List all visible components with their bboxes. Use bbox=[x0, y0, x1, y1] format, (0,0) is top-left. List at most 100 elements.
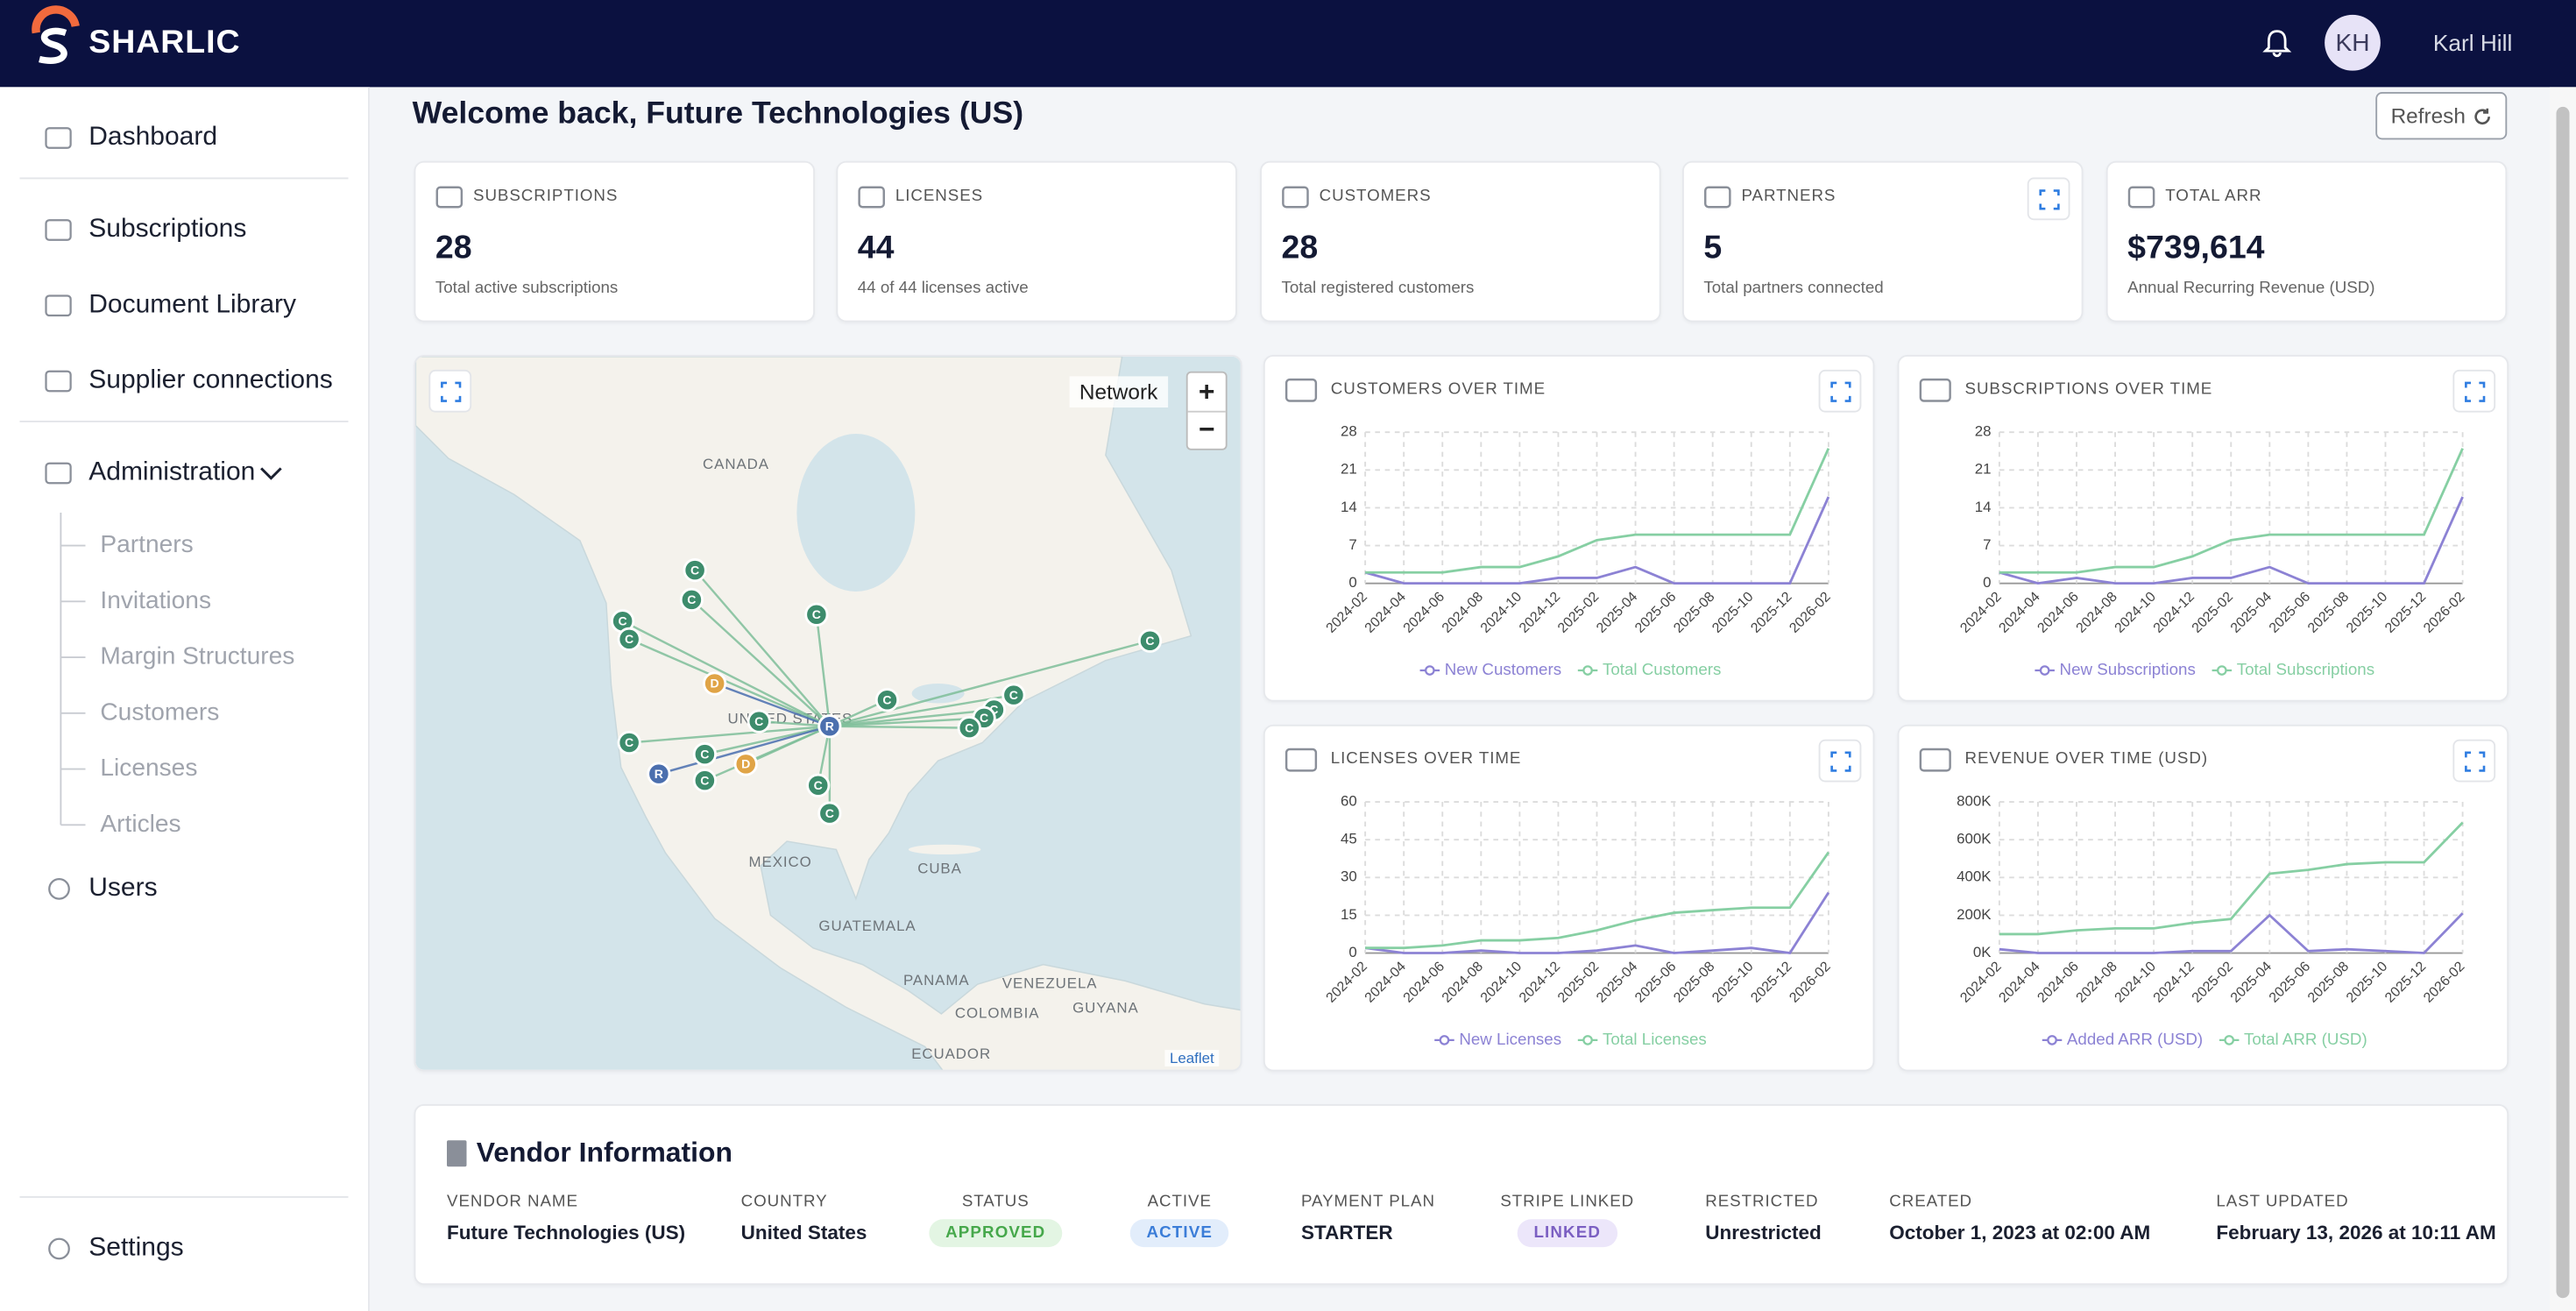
map-marker[interactable] bbox=[804, 602, 829, 627]
zoom-out[interactable]: − bbox=[1198, 414, 1215, 446]
expand-icon bbox=[441, 381, 462, 402]
kpi-note: 44 of 44 licenses active bbox=[857, 279, 1029, 298]
legend-label[interactable]: New Subscriptions bbox=[2060, 660, 2196, 678]
nav-item[interactable]: Administration bbox=[88, 458, 256, 486]
map-marker[interactable] bbox=[683, 558, 707, 583]
layer-label[interactable]: Network bbox=[1069, 376, 1168, 407]
chart-title: CUSTOMERS OVER TIME bbox=[1331, 379, 1546, 397]
map-marker[interactable] bbox=[617, 730, 641, 755]
legend-label[interactable]: Total Customers bbox=[1603, 660, 1721, 678]
map-marker[interactable] bbox=[806, 773, 831, 797]
icon-shape bbox=[858, 186, 885, 209]
refresh-label: Refresh bbox=[2390, 103, 2466, 129]
map-marker[interactable] bbox=[747, 709, 771, 733]
marker-label: C bbox=[619, 613, 627, 627]
x-tick-label: 2025-08 bbox=[1671, 589, 1717, 635]
map-marker[interactable] bbox=[679, 587, 704, 612]
expand-icon bbox=[1830, 381, 1851, 402]
expand-button[interactable] bbox=[2452, 369, 2496, 413]
place-label: GUYANA bbox=[1072, 1000, 1139, 1017]
field-value: Unrestricted bbox=[1705, 1221, 1822, 1244]
legend-label[interactable]: Total Licenses bbox=[1603, 1030, 1707, 1048]
user-name[interactable]: Karl Hill bbox=[2432, 29, 2513, 56]
nav-item[interactable]: Subscriptions bbox=[88, 215, 247, 244]
nav-item[interactable]: Supplier connections bbox=[88, 366, 333, 394]
icon-shape bbox=[45, 370, 72, 393]
map-marker[interactable] bbox=[817, 801, 842, 826]
users-nav-item[interactable]: Users bbox=[88, 874, 158, 903]
nav-item[interactable]: Document Library bbox=[88, 290, 297, 319]
nav-icon bbox=[45, 462, 72, 485]
icon-shape bbox=[45, 127, 72, 149]
map-marker[interactable] bbox=[617, 627, 641, 651]
expand-button[interactable] bbox=[2027, 177, 2070, 221]
kpi-label: PARTNERS bbox=[1741, 187, 1836, 206]
notification-bell[interactable] bbox=[2262, 28, 2292, 58]
kpi-value: $739,614 bbox=[2127, 230, 2265, 266]
map-marker[interactable] bbox=[692, 769, 717, 793]
map-marker[interactable] bbox=[817, 714, 842, 739]
admin-nav-item[interactable]: Articles bbox=[100, 810, 181, 839]
avatar[interactable]: KH bbox=[2325, 14, 2381, 71]
zoom-control: + − bbox=[1185, 371, 1228, 450]
legend: New Subscriptions Total Subscriptions bbox=[2035, 660, 2374, 678]
settings-nav-item[interactable]: Settings bbox=[88, 1234, 184, 1262]
scrollbar-thumb[interactable] bbox=[2556, 106, 2570, 1299]
map-card[interactable]: CANADA UNITED STATES MEXICO CUBA GUATEMALA PA… bbox=[414, 355, 1242, 1072]
marker-label: C bbox=[965, 720, 973, 734]
x-tick-label: 2024-04 bbox=[1996, 959, 2042, 1005]
map-marker[interactable] bbox=[647, 762, 671, 786]
kpi-value: 5 bbox=[1703, 230, 1723, 266]
series-line bbox=[1999, 496, 2464, 585]
place-label: VENEZUELA bbox=[1002, 975, 1098, 992]
expand-button[interactable] bbox=[1818, 369, 1862, 413]
legend-label[interactable]: Total Subscriptions bbox=[2237, 660, 2374, 678]
status-badge: LINKED bbox=[1517, 1219, 1617, 1248]
legend-label[interactable]: New Licenses bbox=[1459, 1030, 1561, 1048]
y-tick-label: 60 bbox=[1341, 792, 1357, 809]
legend-label[interactable]: Total ARR (USD) bbox=[2244, 1030, 2367, 1048]
map-marker[interactable] bbox=[692, 742, 717, 767]
expand-button[interactable] bbox=[428, 369, 472, 413]
marker-label: C bbox=[687, 592, 696, 606]
divider bbox=[19, 421, 349, 422]
map-marker[interactable] bbox=[957, 716, 981, 741]
admin-nav-item[interactable]: Margin Structures bbox=[100, 642, 295, 670]
y-tick-label: 0K bbox=[1973, 944, 1992, 960]
x-tick-label: 2024-02 bbox=[1957, 589, 2004, 635]
field-label: PAYMENT PLAN bbox=[1301, 1193, 1435, 1211]
map-marker[interactable] bbox=[1001, 683, 1026, 707]
admin-nav-item[interactable]: Partners bbox=[100, 530, 194, 559]
kpi-card: TOTAL ARR $739,614 Annual Recurring Revenu… bbox=[2105, 160, 2508, 322]
nav-item[interactable]: Dashboard bbox=[88, 123, 218, 152]
expand-button[interactable] bbox=[2452, 739, 2496, 783]
expand-button[interactable] bbox=[1818, 739, 1862, 783]
admin-nav-item[interactable]: Licenses bbox=[100, 754, 198, 783]
marker-label: C bbox=[980, 711, 988, 725]
zoom-in[interactable]: + bbox=[1187, 373, 1226, 413]
marker-label: C bbox=[700, 747, 709, 761]
network-link bbox=[704, 725, 831, 755]
legend-label[interactable]: New Customers bbox=[1445, 660, 1561, 678]
chart-title: LICENSES OVER TIME bbox=[1331, 748, 1522, 767]
status-badge: APPROVED bbox=[929, 1219, 1063, 1248]
refresh-button[interactable]: Refresh bbox=[2375, 92, 2508, 140]
map-marker[interactable] bbox=[1137, 628, 1163, 653]
admin-nav-item[interactable]: Invitations bbox=[100, 586, 212, 615]
map-marker[interactable] bbox=[874, 688, 900, 712]
network-link bbox=[714, 682, 831, 727]
kpi-note: Total partners connected bbox=[1703, 279, 1884, 298]
chart-icon bbox=[1284, 378, 1318, 402]
x-tick-label: 2025-10 bbox=[1709, 959, 1756, 1005]
network-link bbox=[628, 638, 831, 727]
marker-label: D bbox=[741, 757, 750, 771]
admin-chevron[interactable] bbox=[259, 467, 282, 482]
map-marker[interactable] bbox=[733, 752, 758, 776]
map-attribution[interactable]: Leaflet bbox=[1164, 1050, 1220, 1067]
y-tick-label: 800K bbox=[1957, 792, 1992, 809]
map-marker[interactable] bbox=[703, 671, 727, 696]
admin-nav-item[interactable]: Customers bbox=[100, 698, 220, 726]
legend-label[interactable]: Added ARR (USD) bbox=[2067, 1030, 2203, 1048]
